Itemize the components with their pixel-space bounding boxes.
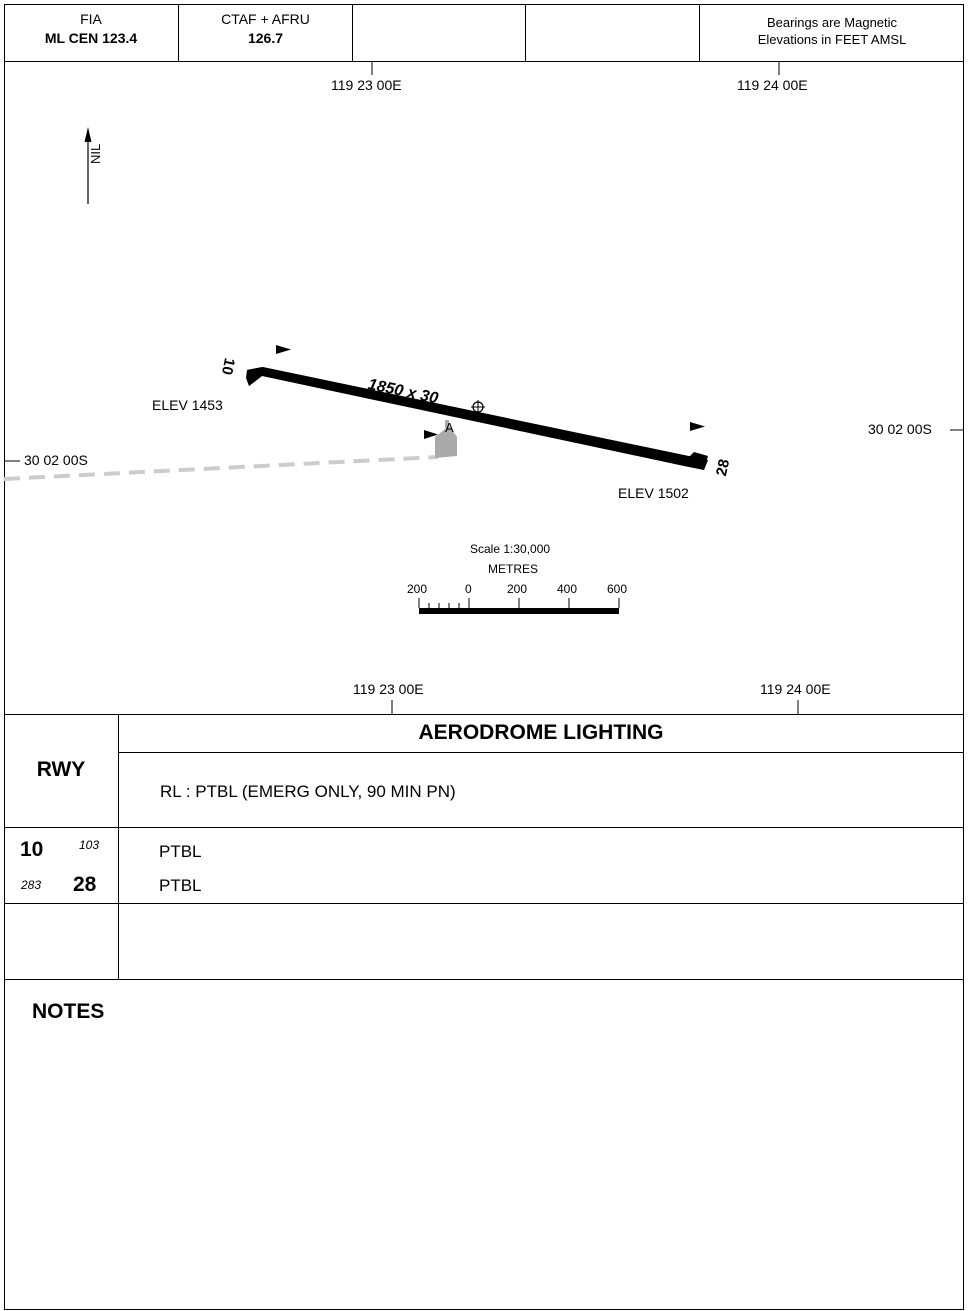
header-divider xyxy=(4,61,964,62)
lighting-title: AERODROME LIGHTING xyxy=(418,721,664,744)
rwy-header: RWY xyxy=(36,758,86,781)
runway-bearing: 283 xyxy=(21,878,42,892)
aerodrome-reference-point-icon xyxy=(471,400,485,414)
scale-title: Scale 1:30,000 xyxy=(470,542,551,556)
runway-designator: 10 xyxy=(20,838,44,861)
runway-10-threshold xyxy=(247,367,262,386)
landing-direction-arrow-icon xyxy=(276,345,291,354)
lighting-rows-divider xyxy=(4,903,964,904)
bearings-note: Bearings are Magnetic xyxy=(766,15,898,30)
ctaf-frequency: 126.7 xyxy=(247,30,284,46)
elevation-rwy-10: ELEV 1453 xyxy=(152,397,223,413)
runway-bearing: 103 xyxy=(79,838,100,852)
runway-28-threshold xyxy=(684,452,708,470)
runway-lighting-value: PTBL xyxy=(159,842,202,861)
notes-divider xyxy=(4,979,964,980)
runway-designator: 28 xyxy=(73,873,97,896)
runway-lighting-value: PTBL xyxy=(159,876,202,895)
notes-title: NOTES xyxy=(32,1000,105,1023)
header-fia-cell: FIA ML CEN 123.4 xyxy=(4,4,179,62)
elevations-note: Elevations in FEET AMSL xyxy=(757,32,907,47)
lighting-header-divider xyxy=(4,827,964,828)
chart-frame xyxy=(4,4,964,1310)
header-empty-cell-2 xyxy=(526,4,700,62)
header-empty-cell-1 xyxy=(353,4,526,62)
scale-tick-label: 200 xyxy=(407,582,428,596)
scale-units: METRES xyxy=(488,562,539,576)
apron-label: A xyxy=(445,420,454,435)
north-arrow-icon xyxy=(84,127,92,204)
runway-10-number: 10 xyxy=(217,356,238,377)
lon-label-bottom-left: 119 23 00E xyxy=(353,681,424,697)
fia-frequency: ML CEN 123.4 xyxy=(44,30,138,46)
scale-tick-label: 600 xyxy=(607,582,628,596)
lon-label-top-right: 119 24 00E xyxy=(737,77,808,93)
elevation-rwy-28: ELEV 1502 xyxy=(618,485,689,501)
scale-tick-label: 400 xyxy=(557,582,578,596)
scale-bar xyxy=(418,598,620,614)
north-reference-label: NIL xyxy=(88,143,103,164)
lon-label-bottom-right: 119 24 00E xyxy=(760,681,831,697)
aerodrome-map xyxy=(3,62,964,714)
ctaf-label: CTAF + AFRU xyxy=(221,11,310,27)
map-bottom-divider xyxy=(4,714,964,715)
runway-strip xyxy=(246,367,708,470)
header-notes-cell: Bearings are Magnetic Elevations in FEET… xyxy=(700,4,964,62)
access-track xyxy=(3,455,439,481)
scale-tick-label: 200 xyxy=(507,582,528,596)
fia-label: FIA xyxy=(80,11,102,27)
apron-direction-arrow-icon xyxy=(424,430,438,439)
header-ctaf-cell: CTAF + AFRU 126.7 xyxy=(179,4,353,62)
runway-lighting-text: RL : PTBL (EMERG ONLY, 90 MIN PN) xyxy=(160,782,456,801)
scale-tick-label: 0 xyxy=(465,582,472,596)
lon-label-top-left: 119 23 00E xyxy=(331,77,402,93)
runway-28-number: 28 xyxy=(713,457,734,478)
lat-label-right: 30 02 00S xyxy=(868,421,932,437)
lighting-title-divider xyxy=(118,752,964,753)
lat-label-left: 30 02 00S xyxy=(24,452,88,468)
apron-area xyxy=(435,426,457,458)
header-bar: FIA ML CEN 123.4 CTAF + AFRU 126.7 Beari… xyxy=(4,4,964,62)
rwy-column-divider xyxy=(118,714,119,979)
landing-direction-arrow-icon xyxy=(690,422,705,431)
